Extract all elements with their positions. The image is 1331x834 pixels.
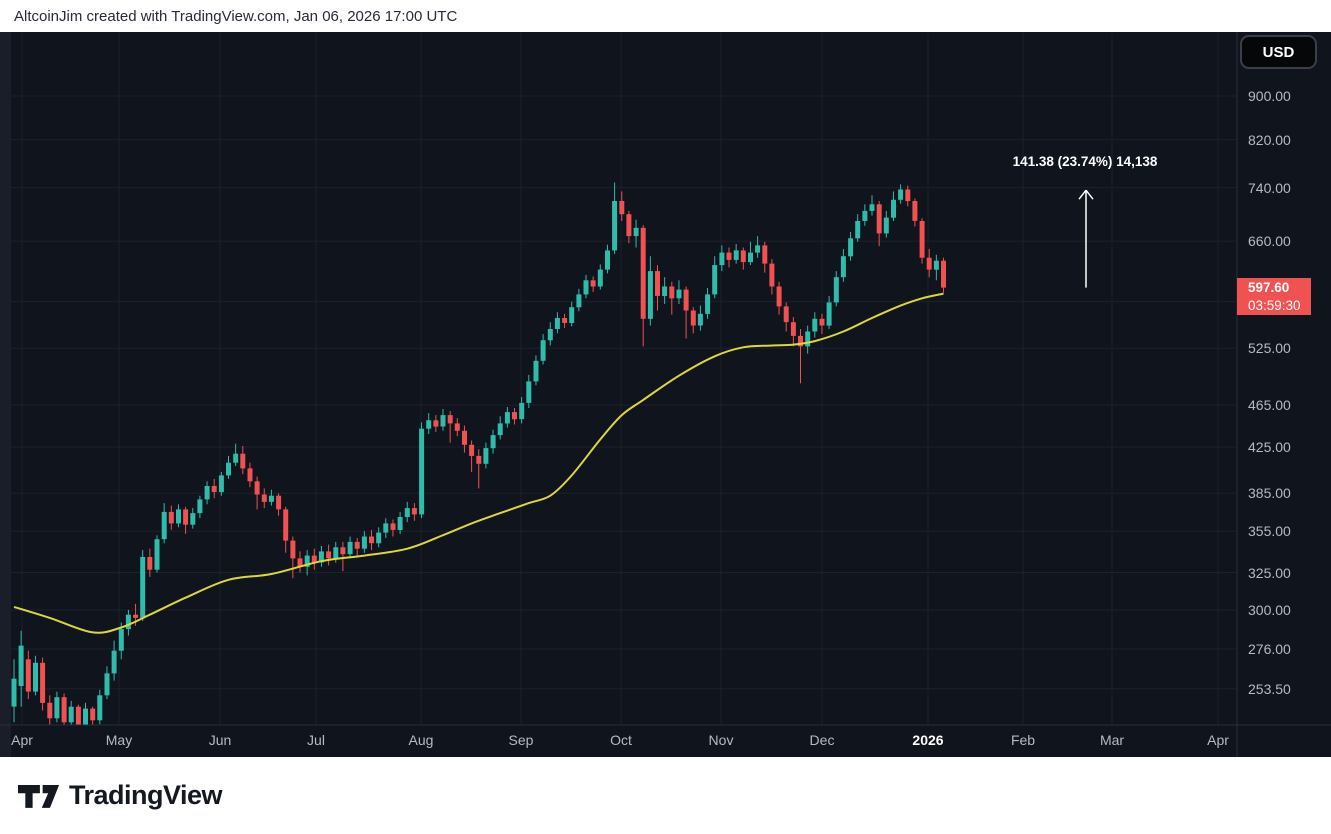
price-tick-label: 425.00 <box>1248 439 1291 455</box>
price-tick-label: 325.00 <box>1248 565 1291 581</box>
price-tick-label: 660.00 <box>1248 233 1291 249</box>
price-tick-label: 740.00 <box>1248 180 1291 196</box>
time-tick-label: Aug <box>408 732 434 748</box>
time-tick-label: 2026 <box>912 732 944 748</box>
moving-average-line[interactable] <box>13 292 944 634</box>
time-tick-label: Sep <box>508 732 534 748</box>
time-tick-label: Apr <box>11 732 33 748</box>
price-tick-label: 300.00 <box>1248 602 1291 618</box>
current-price-label: 597.60 03:59:30 <box>1237 278 1311 315</box>
price-tick-label: 355.00 <box>1248 523 1291 539</box>
price-tick-label: 385.00 <box>1248 485 1291 501</box>
grid-lines <box>11 33 1237 725</box>
time-tick-label: Jul <box>307 732 325 748</box>
price-tick-label: 465.00 <box>1248 397 1291 413</box>
time-tick-label: Apr <box>1207 732 1229 748</box>
bar-countdown-timer: 03:59:30 <box>1248 297 1301 313</box>
currency-button-label: USD <box>1262 43 1295 61</box>
time-tick-label: Nov <box>708 732 734 748</box>
time-tick-label: May <box>105 732 133 748</box>
price-tick-label: 253.50 <box>1248 681 1291 697</box>
pane-left-margin <box>0 32 11 757</box>
price-tick-label: 276.00 <box>1248 641 1291 657</box>
candlestick-series <box>11 182 946 725</box>
price-tick-label: 525.00 <box>1248 340 1291 356</box>
tradingview-logo-text: TradingView <box>69 780 223 810</box>
chart-canvas[interactable] <box>0 32 1331 757</box>
tradingview-logo[interactable]: TradingView <box>18 780 223 811</box>
time-tick-label: Dec <box>809 732 835 748</box>
price-tick-label: 900.00 <box>1248 88 1291 104</box>
footer-bar: TradingView <box>0 757 1331 834</box>
price-tick-label: 820.00 <box>1248 132 1291 148</box>
time-tick-label: Jun <box>208 732 232 748</box>
chart-region: 141.38 (23.74%) 14,138 USD 597.60 03:59:… <box>0 32 1331 757</box>
measurement-annotation-label[interactable]: 141.38 (23.74%) 14,138 <box>1012 154 1158 169</box>
currency-button[interactable]: USD <box>1240 35 1317 69</box>
tradingview-logo-icon <box>18 784 60 808</box>
chart-attribution: AltcoinJim created with TradingView.com,… <box>14 7 458 25</box>
current-price-value: 597.60 <box>1248 279 1290 295</box>
trend-arrow-drawing[interactable] <box>1078 189 1094 288</box>
time-tick-label: Mar <box>1099 732 1125 748</box>
time-tick-label: Feb <box>1010 732 1036 748</box>
time-tick-label: Oct <box>610 732 632 748</box>
attribution-bar: AltcoinJim created with TradingView.com,… <box>0 0 1331 32</box>
